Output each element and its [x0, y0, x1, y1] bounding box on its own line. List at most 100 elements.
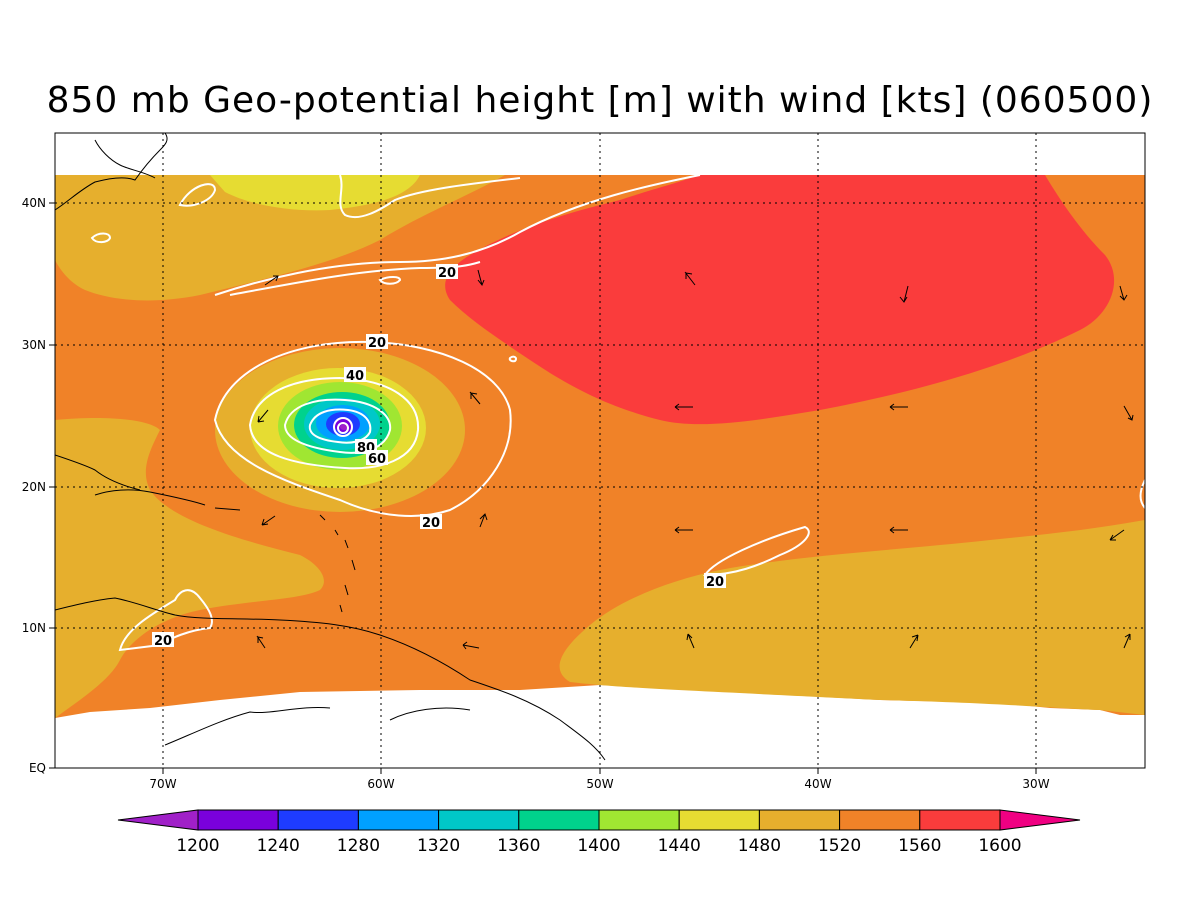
colorbar-segment: [919, 809, 1001, 831]
contour-label-bg: [366, 450, 388, 465]
x-tick-label: 50W: [586, 777, 613, 791]
wind-arrow: [256, 635, 266, 649]
colorbar-label: 1200: [176, 836, 219, 856]
y-axis-labels: EQ 10N 20N 30N 40N: [22, 196, 46, 775]
wind-arrow: [909, 634, 919, 649]
coast-cuba: [55, 454, 141, 491]
wind-arrow: [1123, 405, 1134, 421]
coastlines: [55, 133, 606, 761]
wind-arrow: [477, 269, 485, 286]
wind-arrow: [479, 513, 488, 528]
colorbar-segment: [197, 809, 279, 831]
y-tick-label: EQ: [29, 761, 46, 775]
contour-label-bg: [152, 632, 174, 647]
contour-label: 20: [154, 634, 172, 649]
coast-hispaniola: [94, 489, 206, 506]
chart-title: 850 mb Geo-potential height [m] with win…: [46, 80, 1154, 121]
wind-arrow: [686, 633, 695, 649]
wind-contour-loop-c: [378, 276, 402, 285]
colorbar-label: 1400: [577, 836, 620, 856]
x-tick-label: 40W: [804, 777, 831, 791]
y-tick-label: 20N: [22, 480, 46, 494]
wind-arrow: [257, 409, 269, 423]
colorbar-label: 1560: [898, 836, 941, 856]
coast-puerto-rico: [214, 507, 241, 511]
wind-arrow: [889, 526, 908, 534]
colorbar-label: 1320: [417, 836, 460, 856]
y-tick-label: 10N: [22, 621, 46, 635]
x-tick-label: 60W: [367, 777, 394, 791]
colorbar-label: 1520: [818, 836, 861, 856]
colorbar-label: 1360: [497, 836, 540, 856]
colorbar-segment: [277, 809, 359, 831]
colorbar-segment: [518, 809, 600, 831]
wind-contour-east-20: [703, 525, 810, 577]
y-tick-label: 30N: [22, 338, 46, 352]
grid-lines: [55, 133, 1145, 768]
wind-contour-loop-b: [90, 232, 112, 244]
contour-label: 20: [706, 575, 724, 590]
coast-south-america: [55, 597, 606, 761]
field-1480-top: [210, 175, 420, 211]
axis-ticks: [49, 202, 1037, 774]
wind-contour-low-40: [248, 376, 420, 470]
wind-arrow: [462, 641, 480, 650]
wind-contours: [90, 174, 1145, 652]
colorbar-low-arrow: [117, 809, 199, 831]
colorbar-label: 1440: [658, 836, 701, 856]
wind-contour-core-1: [333, 417, 353, 437]
wind-arrow: [1109, 529, 1125, 541]
wind-contour-east-edge: [1139, 479, 1145, 509]
field-low-1200: [340, 424, 348, 430]
wind-contour-loop-a: [178, 183, 217, 207]
field-1520-southeast: [559, 520, 1145, 715]
contour-label-bg: [420, 514, 442, 529]
colorbar-label: 1280: [337, 836, 380, 856]
contour-label-bg: [366, 334, 388, 349]
wind-contour-low-80: [308, 408, 372, 444]
y-tick-label: 40N: [22, 196, 46, 210]
wind-arrow: [899, 285, 909, 303]
wind-arrow: [674, 403, 693, 411]
field-1600-high: [445, 175, 1115, 425]
wind-contour-north-20b: [229, 261, 481, 296]
wind-contour-low-60: [283, 398, 392, 454]
wind-arrow: [684, 271, 696, 286]
contour-label: 20: [368, 336, 386, 351]
wind-arrow: [674, 526, 693, 534]
wind-vectors: [256, 269, 1134, 650]
coast-new-england: [94, 139, 156, 179]
colorbar-segment: [598, 809, 680, 831]
wind-arrow: [1123, 633, 1131, 649]
contour-label-bg: [704, 573, 726, 588]
contour-label: 20: [422, 516, 440, 531]
wind-arrow: [889, 403, 908, 411]
colorbar-high-arrow: [999, 809, 1081, 831]
coast-antilles: [319, 514, 356, 613]
wind-contour-north-20: [214, 174, 701, 296]
colorbar-label: 1240: [257, 836, 300, 856]
wind-arrow: [261, 515, 276, 526]
wind-arrow: [469, 391, 481, 405]
x-axis-labels: 70W 60W 50W 40W 30W: [149, 777, 1049, 791]
wind-contour-small: [508, 355, 518, 363]
coast-north-america: [55, 133, 168, 211]
wind-contour-top: [339, 174, 521, 219]
x-tick-label: 30W: [1022, 777, 1049, 791]
x-tick-label: 70W: [149, 777, 176, 791]
wind-contour-core-2: [337, 422, 349, 434]
colorbar-label: 1600: [978, 836, 1021, 856]
colorbar-segment: [438, 809, 520, 831]
wind-contour-low-20: [213, 340, 512, 517]
colorbar-segment: [357, 809, 440, 831]
colorbar: 1200 1240 1280 1320 1360 1400 1440 1480 1520 1560…: [117, 809, 1081, 856]
contour-label: 40: [346, 369, 364, 384]
coast-south-america-inland: [164, 706, 471, 746]
colorbar-segment: [678, 809, 760, 831]
contour-label-bg: [344, 367, 366, 382]
colorbar-segment: [758, 809, 841, 831]
colorbar-segment: [839, 809, 921, 831]
contour-label-bg: [436, 264, 458, 279]
